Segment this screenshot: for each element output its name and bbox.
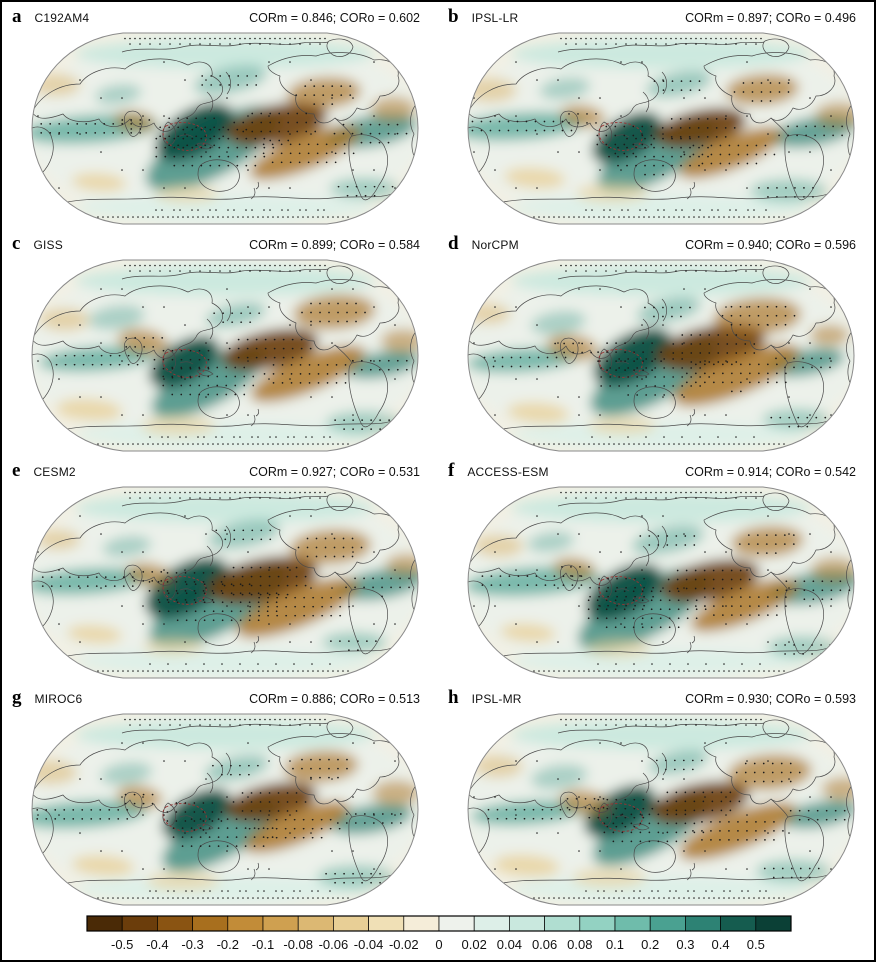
panel-letter: f [448, 460, 455, 481]
colorbar-segment [403, 915, 440, 932]
panel-h: h IPSL-MR CORm = 0.930; CORo = 0.593 [438, 685, 874, 912]
colorbar-segment [262, 915, 299, 932]
colorbar-tick-label: -0.1 [252, 937, 274, 952]
panel-letter: g [12, 687, 22, 708]
correlation-stats: CORm = 0.846; CORo = 0.602 [249, 11, 420, 25]
panel-g: g MIROC6 CORm = 0.886; CORo = 0.513 [2, 685, 438, 912]
world-map [467, 713, 855, 906]
colorbar-tick-label: 0.06 [532, 937, 557, 952]
panel-e: e CESM2 CORm = 0.927; CORo = 0.531 [2, 458, 438, 685]
colorbar-tick-label: -0.4 [146, 937, 168, 952]
correlation-stats: CORm = 0.886; CORo = 0.513 [249, 692, 420, 706]
colorbar-tick-label: 0.4 [712, 937, 730, 952]
panel-header: f ACCESS-ESM CORm = 0.914; CORo = 0.542 [438, 458, 874, 484]
panel-header: c GISS CORm = 0.899; CORo = 0.584 [2, 231, 438, 257]
correlation-stats: CORm = 0.927; CORo = 0.531 [249, 465, 420, 479]
world-map [31, 713, 419, 906]
model-name: GISS [33, 238, 63, 252]
panel-c: c GISS CORm = 0.899; CORo = 0.584 [2, 231, 438, 458]
colorbar-tick-label: -0.5 [111, 937, 133, 952]
panel-letter: c [12, 233, 21, 254]
model-name: ACCESS-ESM [467, 465, 549, 479]
world-map [31, 259, 419, 452]
world-map [467, 259, 855, 452]
colorbar-tick-label: -0.2 [217, 937, 239, 952]
panel-letter: h [448, 687, 459, 708]
panel-f: f ACCESS-ESM CORm = 0.914; CORo = 0.542 [438, 458, 874, 685]
model-name: IPSL-MR [471, 692, 522, 706]
colorbar-segment [649, 915, 686, 932]
colorbar-tick-label: -0.08 [283, 937, 313, 952]
colorbar-segment [685, 915, 721, 932]
panel-header: h IPSL-MR CORm = 0.930; CORo = 0.593 [438, 685, 874, 711]
panel-header: b IPSL-LR CORm = 0.897; CORo = 0.496 [438, 4, 874, 30]
correlation-stats: CORm = 0.914; CORo = 0.542 [685, 465, 856, 479]
panel-a: a C192AM4 CORm = 0.846; CORo = 0.602 [2, 4, 438, 231]
colorbar-tick-label: -0.02 [389, 937, 419, 952]
colorbar-frame [86, 915, 792, 932]
panel-header: a C192AM4 CORm = 0.846; CORo = 0.602 [2, 4, 438, 30]
colorbar-tick-label: 0.02 [462, 937, 487, 952]
colorbar-tick-label: 0.04 [497, 937, 522, 952]
colorbar-tick-label: 0.2 [641, 937, 659, 952]
correlation-stats: CORm = 0.899; CORo = 0.584 [249, 238, 420, 252]
panel-letter: b [448, 6, 459, 27]
world-map [467, 32, 855, 225]
model-name: C192AM4 [34, 11, 90, 25]
panel-header: g MIROC6 CORm = 0.886; CORo = 0.513 [2, 685, 438, 711]
colorbar-segment [192, 915, 229, 932]
correlation-stats: CORm = 0.897; CORo = 0.496 [685, 11, 856, 25]
model-name: CESM2 [33, 465, 76, 479]
colorbar-segment [544, 915, 581, 932]
colorbar-tick-label: 0.3 [676, 937, 694, 952]
colorbar-svg: -0.5 -0.4 -0.3 -0.2 -0.1 -0.08 -0.06 -0.04 -0.02… [86, 915, 792, 952]
colorbar-segment [579, 915, 616, 932]
world-map [31, 486, 419, 679]
colorbar-tick-label: 0.5 [747, 937, 765, 952]
panel-letter: d [448, 233, 459, 254]
correlation-stats: CORm = 0.930; CORo = 0.593 [685, 692, 856, 706]
colorbar-segment [157, 915, 193, 932]
colorbar-segment [368, 915, 405, 932]
colorbar-segment [86, 915, 123, 932]
colorbar-segment [227, 915, 264, 932]
model-name: NorCPM [471, 238, 519, 252]
panel-grid: a C192AM4 CORm = 0.846; CORo = 0.602 b I… [2, 2, 874, 912]
colorbar-segment [755, 915, 792, 932]
panel-letter: e [12, 460, 21, 481]
colorbar-segment [720, 915, 757, 932]
colorbar-tick-label: 0.08 [567, 937, 592, 952]
colorbar-segment [333, 915, 369, 932]
colorbar-tick-label: -0.06 [319, 937, 349, 952]
colorbar-segment [121, 915, 158, 932]
colorbar-segment [473, 915, 510, 932]
colorbar-tick-label: -0.04 [354, 937, 384, 952]
colorbar-segment [509, 915, 545, 932]
panel-header: e CESM2 CORm = 0.927; CORo = 0.531 [2, 458, 438, 484]
world-map [467, 486, 855, 679]
colorbar-tick-label: 0 [435, 937, 442, 952]
panel-b: b IPSL-LR CORm = 0.897; CORo = 0.496 [438, 4, 874, 231]
model-name: MIROC6 [34, 692, 83, 706]
colorbar-segment [438, 915, 475, 932]
panel-d: d NorCPM CORm = 0.940; CORo = 0.596 [438, 231, 874, 458]
world-map [31, 32, 419, 225]
model-name: IPSL-LR [471, 11, 519, 25]
colorbar: -0.5 -0.4 -0.3 -0.2 -0.1 -0.08 -0.06 -0.04 -0.02… [85, 915, 874, 959]
panel-letter: a [12, 6, 22, 27]
colorbar-segment [614, 915, 651, 932]
colorbar-segment [297, 915, 334, 932]
correlation-stats: CORm = 0.940; CORo = 0.596 [685, 238, 856, 252]
colorbar-tick-label: 0.1 [606, 937, 624, 952]
panel-header: d NorCPM CORm = 0.940; CORo = 0.596 [438, 231, 874, 257]
colorbar-tick-label: -0.3 [181, 937, 203, 952]
